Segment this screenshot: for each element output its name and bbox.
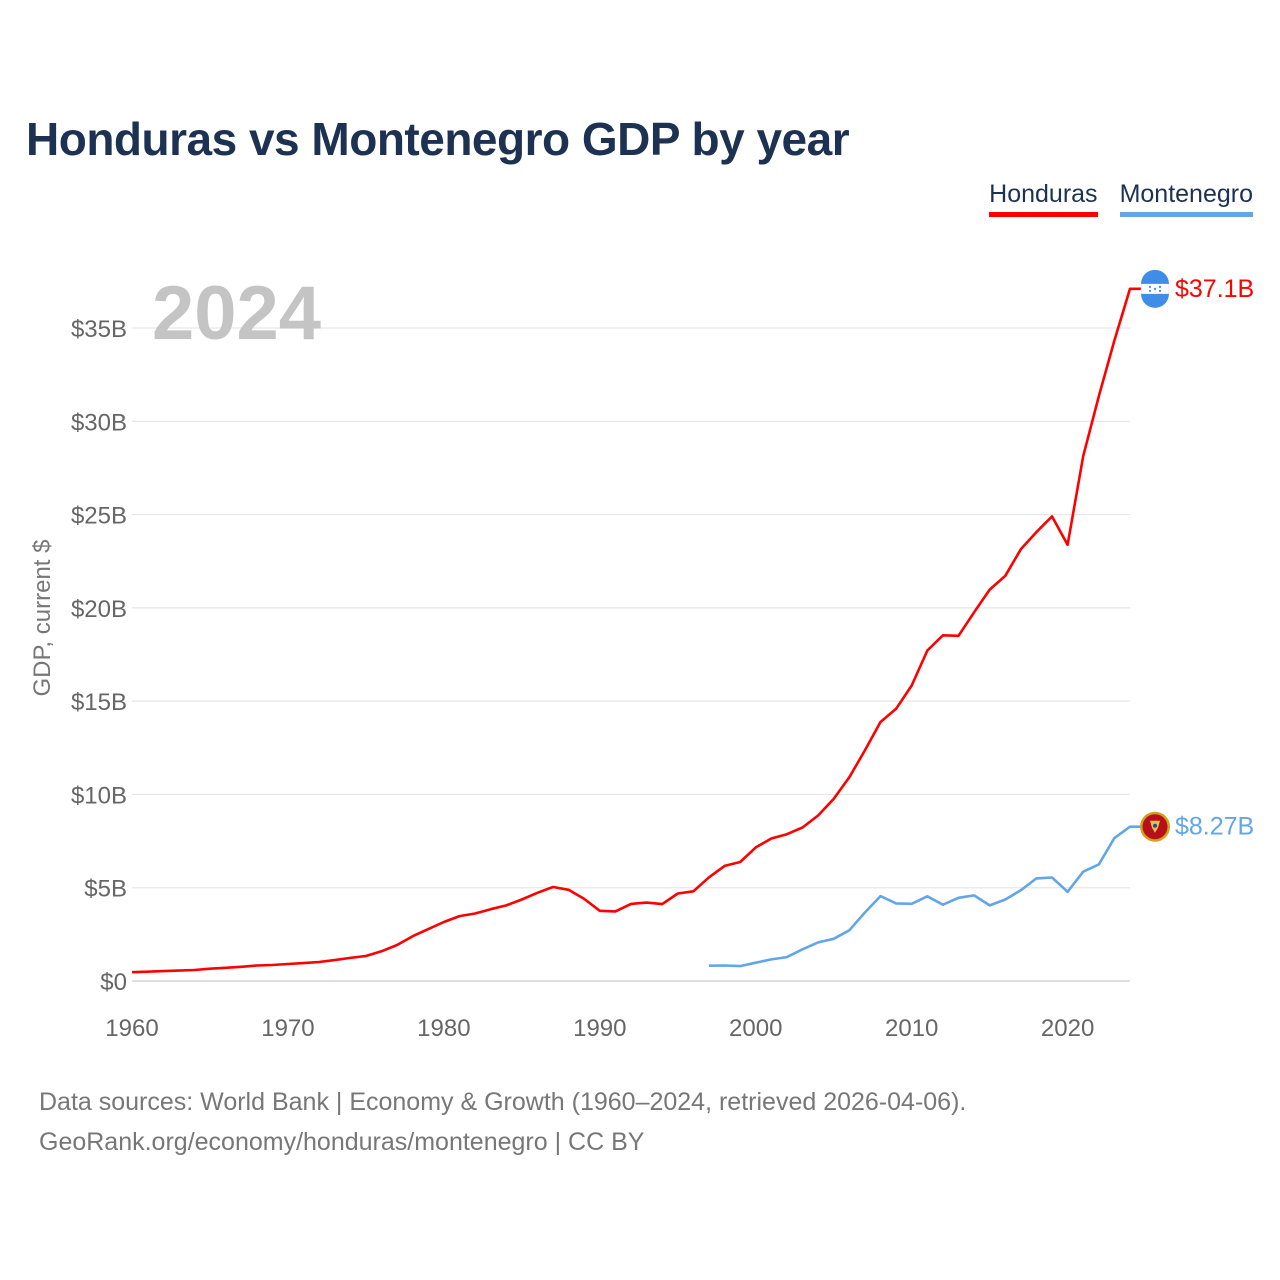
y-tick-label: $20B	[71, 596, 127, 623]
y-tick-label: $25B	[71, 503, 127, 530]
y-tick-label: $30B	[71, 409, 127, 436]
end-markers: $37.1B $8.27B	[1140, 269, 1254, 842]
y-tick-label: $5B	[84, 876, 127, 903]
footer: Data sources: World Bank | Economy & Gro…	[39, 1082, 966, 1162]
x-axis: 1960 1970 1980 1990 2000 2010 2020	[105, 1015, 1094, 1042]
chart-title: Honduras vs Montenegro GDP by year	[26, 113, 850, 165]
x-tick-label: 2020	[1041, 1015, 1094, 1042]
footer-link[interactable]: GeoRank.org/economy/honduras/montenegro …	[39, 1128, 645, 1156]
end-value-label-honduras: $37.1B	[1175, 275, 1254, 303]
y-tick-label: $15B	[71, 689, 127, 716]
honduras-flag-icon	[1140, 269, 1170, 308]
end-value-label-montenegro: $8.27B	[1175, 813, 1254, 841]
x-tick-label: 2010	[885, 1015, 938, 1042]
year-watermark: 2024	[152, 271, 321, 356]
footer-sources: Data sources: World Bank | Economy & Gro…	[39, 1088, 967, 1116]
x-tick-label: 1980	[417, 1015, 470, 1042]
y-axis: $0 $5B $10B $15B $20B $25B $30B $35B	[71, 316, 127, 996]
x-tick-label: 2000	[729, 1015, 782, 1042]
y-axis-label: GDP, current $	[29, 540, 56, 697]
y-tick-label: $35B	[71, 316, 127, 343]
gridlines	[132, 327, 1130, 982]
legend-item-honduras[interactable]: Honduras	[989, 180, 1098, 217]
x-tick-label: 1960	[105, 1015, 158, 1042]
series-line-montenegro[interactable]	[708, 825, 1142, 968]
y-tick-label: $10B	[71, 782, 127, 809]
legend-item-montenegro[interactable]: Montenegro	[1119, 180, 1253, 217]
x-tick-label: 1990	[573, 1015, 626, 1042]
legend: Honduras Montenegro	[989, 180, 1253, 217]
y-tick-label: $0	[100, 969, 127, 996]
montenegro-flag-icon	[1140, 811, 1170, 842]
series-line-honduras[interactable]	[131, 287, 1142, 974]
x-tick-label: 1970	[261, 1015, 314, 1042]
series-lines	[131, 287, 1142, 974]
